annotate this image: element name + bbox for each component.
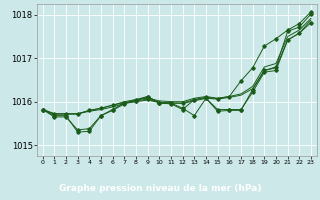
- Text: Graphe pression niveau de la mer (hPa): Graphe pression niveau de la mer (hPa): [59, 184, 261, 193]
